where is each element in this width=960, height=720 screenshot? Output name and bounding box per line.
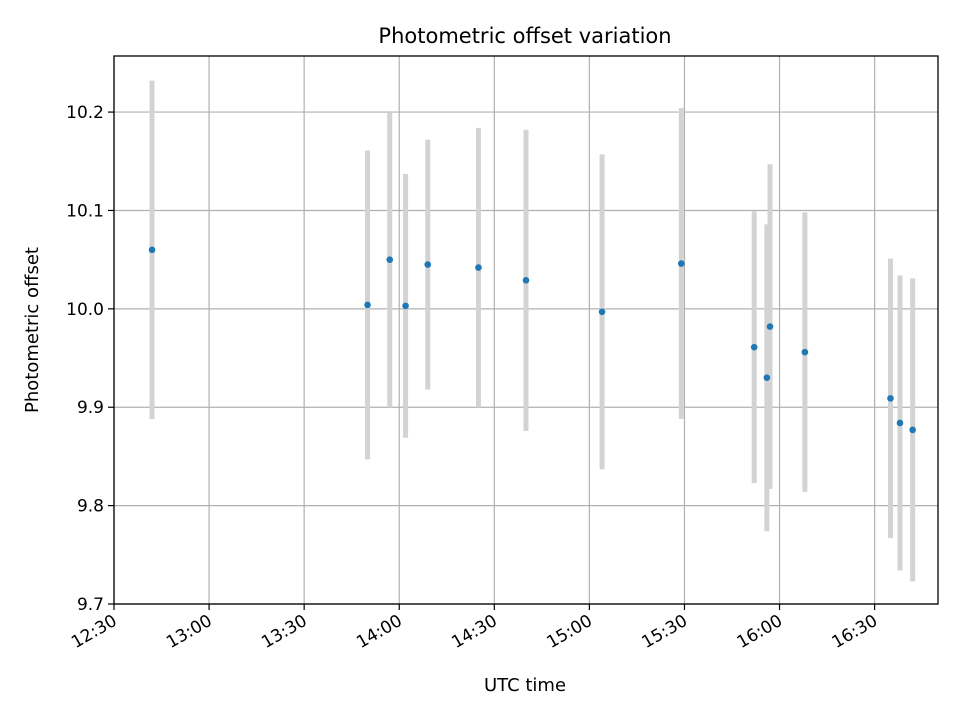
data-point xyxy=(887,395,894,402)
x-tick-label: 12:30 xyxy=(68,611,120,653)
data-point xyxy=(896,419,904,427)
y-axis-ticks: 9.7 9.8 9.9 10.0 10.1 10.2 xyxy=(66,103,114,615)
x-tick-label: 13:00 xyxy=(163,611,215,653)
data-point xyxy=(763,374,771,382)
data-point xyxy=(766,323,774,330)
x-tick-label: 14:00 xyxy=(353,611,405,653)
data-point xyxy=(677,260,685,267)
x-tick-label: 13:30 xyxy=(258,611,310,653)
data-point xyxy=(386,256,394,263)
plot-frame xyxy=(113,55,939,605)
y-tick-label: 10.2 xyxy=(66,103,104,123)
y-axis-title: Photometric offset xyxy=(22,247,43,413)
y-tick-label: 9.7 xyxy=(77,595,104,615)
data-point xyxy=(402,302,409,310)
x-tick-label: 16:30 xyxy=(829,611,881,653)
y-tick-label: 9.8 xyxy=(77,497,104,517)
x-axis-ticks: 12:30 13:00 13:30 14:00 14:30 15:00 15:30 16:00… xyxy=(68,604,881,653)
x-tick-label: 14:30 xyxy=(448,611,500,653)
data-point xyxy=(801,348,809,356)
data-point xyxy=(522,277,530,284)
x-tick-label: 15:30 xyxy=(639,611,691,653)
data-point xyxy=(364,301,371,309)
x-tick-label: 16:00 xyxy=(734,611,786,653)
data-point xyxy=(750,343,758,351)
x-axis-title: UTC time xyxy=(484,675,566,696)
y-tick-label: 10.0 xyxy=(66,300,104,320)
data-point xyxy=(475,264,482,271)
data-point xyxy=(598,308,606,316)
y-tick-label: 10.1 xyxy=(66,201,104,221)
data-point xyxy=(909,426,916,434)
chart-title: Photometric offset variation xyxy=(378,24,671,48)
data-point xyxy=(148,246,156,254)
y-tick-label: 9.9 xyxy=(77,398,104,418)
data-points xyxy=(148,246,916,434)
x-tick-label: 15:00 xyxy=(543,611,595,653)
data-point xyxy=(424,261,432,268)
